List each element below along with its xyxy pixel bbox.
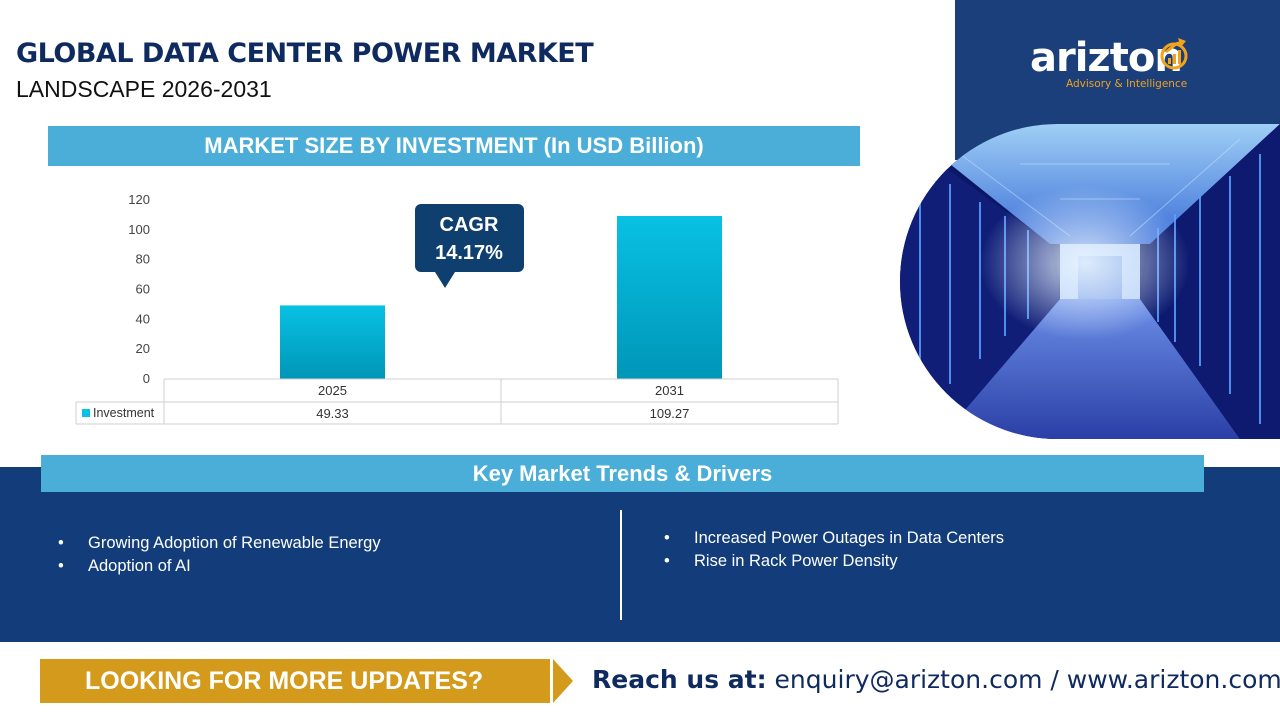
x-tick-label: 2025	[318, 383, 347, 398]
contact-info: Reach us at: enquiry@arizton.com / www.a…	[592, 664, 1280, 696]
data-value-label: 49.33	[316, 406, 349, 421]
cagr-value: 14.17%	[435, 242, 503, 264]
trend-item: Adoption of AI	[58, 555, 381, 578]
page-title: GLOBAL DATA CENTER POWER MARKET	[16, 38, 594, 69]
bar-2025	[280, 305, 385, 379]
trends-divider	[620, 510, 622, 620]
updates-cta-banner[interactable]: LOOKING FOR MORE UPDATES?	[40, 659, 550, 703]
trends-list-left: Growing Adoption of Renewable Energy Ado…	[58, 532, 381, 578]
trends-title-banner: Key Market Trends & Drivers	[41, 455, 1204, 492]
trends-list-right: Increased Power Outages in Data Centers …	[664, 527, 1004, 573]
y-tick-label: 40	[136, 311, 150, 326]
page-subtitle: LANDSCAPE 2026-2031	[16, 76, 272, 102]
contact-links[interactable]: enquiry@arizton.com / www.arizton.com	[766, 665, 1280, 694]
logo-wordmark: arizton	[1030, 35, 1183, 81]
y-tick-label: 60	[136, 282, 150, 297]
bar-series-investment	[280, 216, 722, 379]
trend-item: Rise in Rack Power Density	[664, 550, 1004, 573]
arizton-logo: arizton Advisory & Intelligence	[1030, 34, 1230, 94]
trend-item: Increased Power Outages in Data Centers	[664, 527, 1004, 550]
investment-bar-chart: 0 20 40 60 80 100 120 CAGR 14.17% 2025 49.33 203…	[75, 192, 839, 425]
bar-2031	[617, 216, 722, 379]
legend-swatch	[82, 409, 90, 417]
data-value-label: 109.27	[650, 406, 690, 421]
chart-data-table: 2025 49.33 2031 109.27 Investment	[75, 378, 839, 425]
logo-growth-icon	[1160, 38, 1188, 70]
cagr-callout: CAGR 14.17%	[415, 204, 524, 288]
cta-arrow-icon	[553, 659, 573, 703]
legend-label: Investment	[93, 406, 155, 420]
y-tick-label: 20	[136, 341, 150, 356]
data-center-illustration	[900, 124, 1280, 439]
cagr-label: CAGR	[440, 214, 499, 236]
y-tick-label: 80	[136, 252, 150, 267]
cagr-callout-box	[415, 204, 524, 272]
cagr-callout-pointer	[435, 272, 455, 288]
y-tick-label: 100	[128, 222, 150, 237]
y-tick-label: 0	[143, 371, 150, 386]
trend-item: Growing Adoption of Renewable Energy	[58, 532, 381, 555]
x-tick-label: 2031	[655, 383, 684, 398]
chart-title-banner: MARKET SIZE BY INVESTMENT (In USD Billio…	[48, 126, 860, 166]
data-center-photo	[900, 124, 1280, 439]
logo-tagline: Advisory & Intelligence	[1066, 78, 1188, 90]
y-axis: 0 20 40 60 80 100 120	[128, 192, 150, 386]
y-tick-label: 120	[128, 192, 150, 207]
contact-label: Reach us at:	[592, 665, 767, 694]
